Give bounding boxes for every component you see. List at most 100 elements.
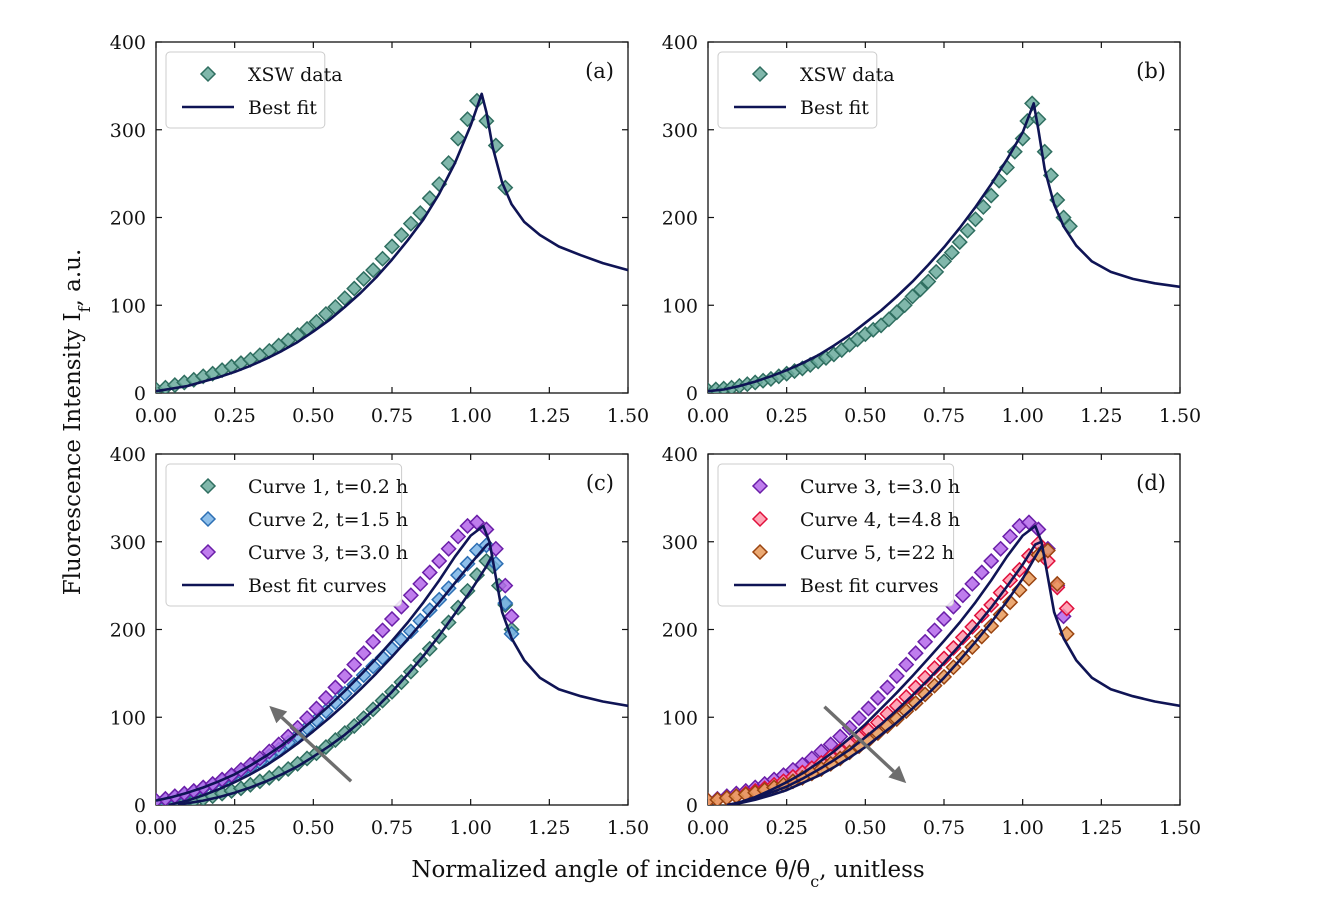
- panel-label: (b): [1136, 59, 1166, 83]
- y-tick-label: 0: [134, 383, 146, 405]
- legend-label: Best fit curves: [800, 575, 939, 597]
- legend-marker: [751, 477, 769, 495]
- data-point: [383, 640, 401, 657]
- y-axis-title: Fluorescence Intensity If, a.u.: [60, 249, 94, 596]
- plot-area: [708, 95, 1180, 393]
- x-tick-label: 0.00: [135, 405, 177, 427]
- data-point: [412, 575, 429, 592]
- y-tick-label: 200: [110, 208, 146, 230]
- data-point: [431, 552, 448, 570]
- y-tick-label: 100: [662, 295, 698, 317]
- x-tick-label: 1.25: [528, 817, 570, 839]
- data-point: [967, 211, 984, 228]
- data-point: [365, 633, 382, 650]
- legend-label: Curve 4, t=4.8 h: [800, 509, 960, 531]
- data-point: [1049, 575, 1066, 592]
- data-point: [926, 622, 943, 639]
- legend-marker: [751, 65, 769, 83]
- legend-marker: [199, 510, 217, 528]
- legend-box: [165, 463, 403, 607]
- fit-line-3: [156, 524, 628, 802]
- panel-2: 0.00 0.25 0.50 0.75 1.00 1.25 1.50 0 100 200 300 40…: [662, 32, 1201, 427]
- y-tick-label: 300: [662, 532, 698, 554]
- panel-3: 0.00 0.25 0.50 0.75 1.00 1.25 1.50 0 100 200 300 40…: [110, 444, 649, 839]
- x-tick-label: 1.00: [1002, 405, 1044, 427]
- data-point: [450, 528, 467, 545]
- x-tick-label: 0.75: [371, 817, 413, 839]
- marker-series-1: [708, 95, 1078, 393]
- y-tick-label: 300: [662, 120, 698, 142]
- y-tick-label: 0: [134, 795, 146, 817]
- x-tick-label: 0.00: [687, 817, 729, 839]
- data-point: [928, 263, 945, 280]
- x-tick-label: 0.00: [687, 405, 729, 427]
- data-point: [898, 656, 915, 673]
- data-point: [270, 736, 287, 753]
- legend-label: Best fit curves: [248, 575, 387, 597]
- legend-label: Best fit: [800, 97, 869, 119]
- legend-label: Curve 5, t=22 h: [800, 542, 954, 564]
- data-point: [1058, 600, 1075, 617]
- trend-arrow-head: [269, 705, 288, 724]
- data-point: [888, 667, 905, 685]
- x-tick-label: 0.75: [923, 817, 965, 839]
- trend-arrow-head: [888, 765, 907, 784]
- legend-marker: [199, 477, 217, 495]
- data-point: [983, 617, 1000, 635]
- data-point: [907, 645, 924, 662]
- data-point: [943, 244, 960, 261]
- trend-arrow: [280, 716, 353, 783]
- data-point: [374, 250, 391, 267]
- x-tick-label: 1.00: [450, 405, 492, 427]
- x-tick-label: 1.25: [528, 405, 570, 427]
- data-point: [973, 564, 990, 581]
- legend-label: XSW data: [800, 64, 895, 86]
- y-tick-label: 100: [110, 295, 146, 317]
- y-tick-label: 400: [110, 32, 146, 54]
- x-tick-label: 0.75: [371, 405, 413, 427]
- legend: XSW data Best fit: [165, 51, 343, 129]
- y-tick-label: 400: [110, 444, 146, 466]
- x-tick-label: 1.25: [1080, 405, 1122, 427]
- legend-label: Curve 2, t=1.5 h: [248, 509, 408, 531]
- x-tick-label: 0.50: [844, 405, 886, 427]
- x-tick-label: 1.50: [607, 817, 649, 839]
- data-point: [907, 679, 924, 696]
- data-point: [917, 633, 934, 650]
- marker-series-1: [156, 92, 514, 393]
- data-point: [383, 238, 401, 255]
- data-point: [355, 645, 372, 662]
- x-tick-label: 1.00: [450, 817, 492, 839]
- data-point: [951, 234, 968, 251]
- plot-area: [156, 514, 628, 805]
- x-tick-label: 0.25: [766, 405, 808, 427]
- x-tick-label: 0.25: [214, 817, 256, 839]
- data-point: [983, 552, 1000, 570]
- x-tick-label: 1.50: [1159, 817, 1201, 839]
- data-point: [935, 610, 953, 628]
- data-point: [860, 700, 877, 717]
- data-point: [412, 205, 429, 222]
- data-point: [355, 667, 372, 684]
- data-point: [374, 622, 391, 639]
- data-point: [365, 262, 382, 279]
- data-point: [346, 280, 363, 297]
- data-point: [327, 679, 344, 696]
- plot-area: [708, 514, 1180, 805]
- x-tick-label: 0.50: [844, 817, 886, 839]
- y-tick-label: 300: [110, 532, 146, 554]
- y-tick-label: 200: [662, 620, 698, 642]
- x-axis-title: Normalized angle of incidence θ/θc, unit…: [411, 857, 924, 891]
- x-tick-label: 0.00: [135, 817, 177, 839]
- legend-label: Curve 3, t=3.0 h: [248, 542, 408, 564]
- data-point: [912, 281, 929, 298]
- panel-1: 0.00 0.25 0.50 0.75 1.00 1.25 1.50 0 100 200 300 40…: [110, 32, 649, 427]
- data-point: [402, 587, 419, 604]
- legend-label: Curve 3, t=3.0 h: [800, 476, 960, 498]
- data-point: [1036, 143, 1053, 160]
- data-point: [355, 270, 372, 287]
- data-point: [869, 689, 886, 707]
- data-point: [879, 679, 896, 696]
- data-point: [1002, 594, 1019, 611]
